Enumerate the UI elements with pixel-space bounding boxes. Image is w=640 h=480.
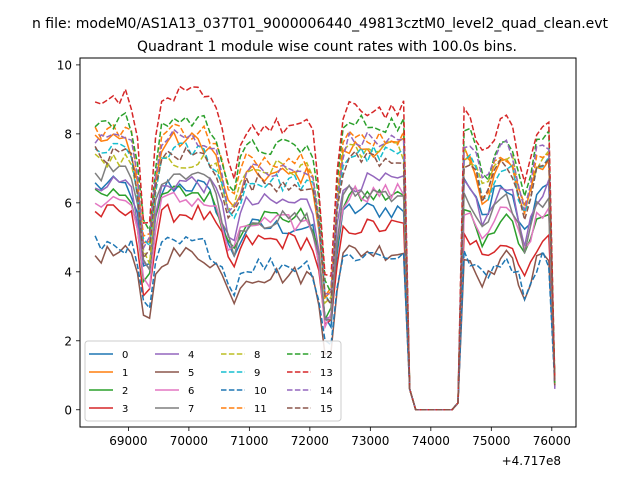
legend-label-2: 2: [122, 386, 128, 397]
legend-label-6: 6: [188, 386, 194, 397]
x-tick-label: 71000: [230, 434, 268, 448]
legend-label-8: 8: [254, 350, 260, 361]
x-tick-label: 69000: [109, 434, 147, 448]
y-tick-label: 0: [64, 403, 72, 417]
figure-suptitle: n file: modeM0/AS1A13_037T01_9000006440_…: [32, 16, 609, 32]
legend-label-0: 0: [122, 350, 128, 361]
legend-label-14: 14: [320, 386, 333, 397]
series-line-12: [94, 111, 556, 411]
y-tick-label: 10: [57, 58, 72, 72]
x-tick-label: 76000: [533, 434, 571, 448]
chart-title: Quadrant 1 module wise count rates with …: [137, 39, 517, 55]
legend-label-4: 4: [188, 350, 194, 361]
y-tick-label: 6: [64, 196, 72, 210]
legend-label-7: 7: [188, 404, 194, 415]
y-axis: 0 2 4 6 8 10: [57, 58, 80, 417]
y-tick-label: 8: [64, 127, 72, 141]
legend-label-11: 11: [254, 404, 267, 415]
legend-box: [84, 340, 342, 422]
x-tick-label: 75000: [472, 434, 510, 448]
series-line-6: [94, 182, 556, 411]
series-line-13: [94, 85, 556, 411]
legend-label-13: 13: [320, 368, 333, 379]
legend-label-12: 12: [320, 350, 333, 361]
x-axis-offset-label: +4.717e8: [502, 454, 561, 468]
axes-frame: [79, 57, 577, 428]
x-tick-label: 70000: [170, 434, 208, 448]
legend-label-9: 9: [254, 368, 260, 379]
x-tick-label: 74000: [412, 434, 450, 448]
y-tick-label: 4: [64, 265, 72, 279]
x-axis: 69000 70000 71000 72000 73000 74000 75000 76000: [109, 427, 571, 448]
series-line-15: [94, 146, 556, 411]
series-line-8: [94, 141, 556, 411]
y-tick-label: 2: [64, 334, 72, 348]
series-line-10: [94, 235, 556, 411]
plot-lines: [94, 85, 556, 411]
legend-label-15: 15: [320, 404, 333, 415]
x-tick-label: 73000: [351, 434, 389, 448]
legend-label-3: 3: [122, 404, 128, 415]
legend-label-1: 1: [122, 368, 128, 379]
legend-label-10: 10: [254, 386, 267, 397]
legend-label-5: 5: [188, 368, 194, 379]
series-line-7: [94, 161, 556, 411]
x-tick-label: 72000: [291, 434, 329, 448]
